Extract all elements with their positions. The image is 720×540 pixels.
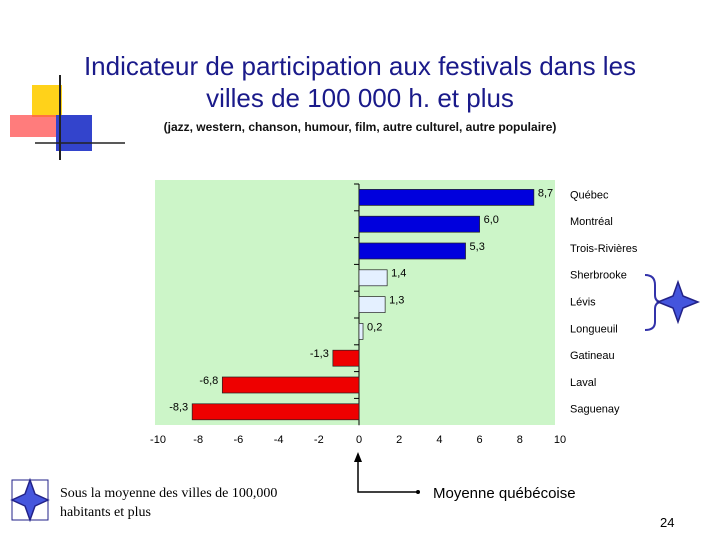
logo-square	[10, 115, 58, 137]
category-label: Laval	[570, 377, 596, 389]
chart-subtitle: (jazz, western, chanson, humour, film, a…	[163, 120, 557, 134]
bar	[332, 349, 360, 367]
x-tick-label: -8	[193, 434, 203, 446]
bar	[358, 296, 386, 313]
chart-title: Indicateur de participation aux festival…	[83, 51, 637, 113]
value-label: 6,0	[484, 214, 499, 226]
value-label: -6,8	[199, 375, 218, 387]
star-icon	[10, 477, 50, 523]
value-label: 5,3	[470, 241, 485, 253]
category-label: Gatineau	[570, 350, 615, 362]
x-tick-label: 8	[517, 434, 523, 446]
value-label: 1,4	[391, 268, 406, 280]
bar	[358, 269, 388, 287]
bar	[358, 189, 535, 206]
bar	[358, 323, 364, 340]
category-label: Montréal	[570, 216, 613, 228]
page-number: 24	[660, 515, 675, 530]
value-label: 1,3	[389, 295, 404, 307]
category-label: Sherbrooke	[570, 270, 627, 282]
x-tick-label: 6	[477, 434, 483, 446]
value-label: 0,2	[367, 321, 382, 333]
value-label: -8,3	[169, 402, 188, 414]
bar	[191, 403, 360, 421]
value-label: -1,3	[310, 348, 329, 360]
x-tick-label: 2	[396, 434, 402, 446]
connector	[357, 460, 418, 493]
logo-square	[32, 85, 62, 117]
bar	[358, 242, 466, 260]
average-label: Moyenne québécoise	[433, 485, 576, 502]
x-tick-label: -6	[234, 434, 244, 446]
category-label: Longueuil	[570, 323, 618, 335]
x-tick-label: 0	[356, 434, 362, 446]
star-icon	[655, 279, 701, 325]
connector-dot	[416, 490, 420, 494]
bar	[358, 215, 480, 233]
arrow-head	[354, 452, 362, 462]
footnote: Sous la moyenne des villes de 100,000 ha…	[60, 486, 278, 520]
category-label: Trois-Rivières	[570, 243, 638, 255]
category-label: Québec	[570, 189, 609, 201]
category-label: Saguenay	[570, 404, 620, 416]
x-tick-label: -10	[150, 434, 166, 446]
category-label: Lévis	[570, 297, 596, 309]
x-tick-label: -4	[274, 434, 284, 446]
x-tick-label: -2	[314, 434, 324, 446]
bar	[221, 376, 360, 394]
x-tick-label: 4	[436, 434, 442, 446]
value-label: 8,7	[538, 187, 553, 199]
x-tick-label: 10	[554, 434, 566, 446]
logo-square	[56, 115, 92, 151]
